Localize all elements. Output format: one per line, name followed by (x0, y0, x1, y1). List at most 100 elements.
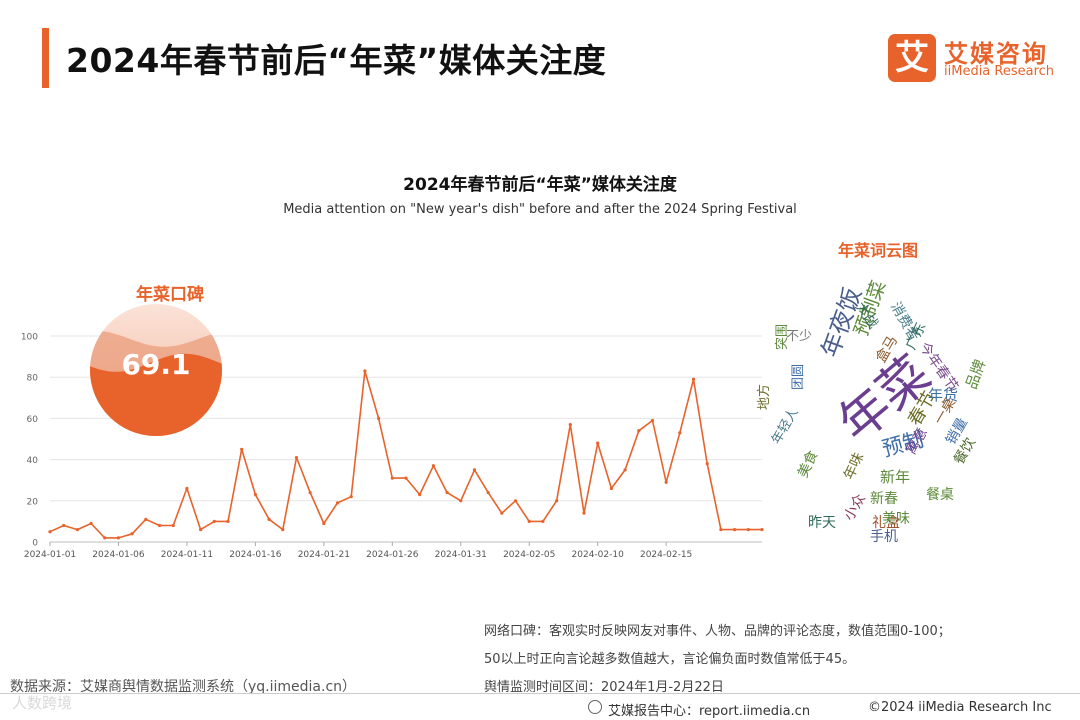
y-tick-label: 60 (27, 415, 39, 425)
word-cloud-word: 昨天 (808, 515, 836, 531)
data-point (363, 369, 367, 373)
iimedia-logo: 艾 艾媒咨询 iiMedia Research (888, 30, 1068, 84)
data-point (116, 536, 121, 540)
footer-copyright: ©2024 iiMedia Research Inc (868, 700, 1052, 715)
data-point (185, 486, 189, 491)
logo-english-name: iiMedia Research (944, 64, 1055, 79)
word-cloud-word: 新春 (870, 491, 898, 507)
data-point (527, 519, 531, 524)
page-title: 2024年春节前后“年菜”媒体关注度 (66, 41, 607, 80)
data-point (418, 493, 422, 497)
data-point (240, 447, 244, 451)
data-point (144, 517, 148, 521)
data-point (623, 468, 627, 472)
data-point (335, 501, 340, 505)
word-cloud-word: 美味 (882, 511, 910, 527)
word-cloud-word: 礼盒 (872, 515, 900, 531)
data-point (294, 455, 299, 460)
data-point (637, 429, 641, 433)
x-tick-label: 2024-02-10 (572, 550, 625, 560)
data-point (157, 523, 162, 528)
data-point (691, 377, 696, 381)
y-tick-label: 40 (27, 456, 39, 466)
logo-mark: 艾 (888, 34, 936, 82)
x-tick-label: 2024-02-05 (503, 550, 555, 560)
y-tick-label: 100 (21, 333, 38, 343)
data-point (267, 517, 271, 521)
data-point (746, 528, 750, 532)
data-point (664, 480, 668, 484)
y-tick-label: 0 (32, 539, 38, 549)
x-tick-label: 2024-02-15 (640, 550, 692, 560)
data-point (130, 532, 134, 536)
word-cloud-word: 突围 (775, 323, 790, 350)
chart-series (48, 369, 764, 540)
watermark: 人数跨境 (12, 694, 73, 712)
data-point (308, 490, 312, 495)
note-sentiment-scale: 50以上时正向言论越多数值越大，言论偏负面时数值常低于45。 (484, 652, 856, 667)
word-cloud-word: 团圆 (791, 363, 806, 390)
x-tick-label: 2024-01-16 (229, 550, 282, 560)
data-point (582, 511, 586, 515)
x-tick-label: 2024-01-01 (24, 550, 76, 560)
chart-title: 2024年春节前后“年菜”媒体关注度 (403, 175, 677, 195)
gauge-fill (90, 353, 222, 436)
data-point (650, 418, 655, 423)
word-cloud-word: 餐桌 (926, 487, 954, 503)
y-tick-label: 80 (27, 374, 39, 384)
chart-subtitle: Media attention on "New year's dish" bef… (283, 202, 797, 217)
data-point (226, 519, 230, 524)
data-point (103, 536, 107, 540)
data-point (733, 528, 737, 532)
data-point (513, 499, 518, 503)
x-tick-label: 2024-01-31 (435, 550, 487, 560)
title-accent-bar (42, 28, 49, 88)
data-point (760, 528, 764, 532)
word-cloud-word: 年货 (928, 386, 959, 404)
x-tick-label: 2024-01-11 (161, 550, 213, 560)
data-point (281, 528, 285, 532)
data-point (377, 416, 381, 420)
logo-chinese-name: 艾媒咨询 (944, 40, 1048, 68)
data-point (500, 511, 504, 515)
gauge-value: 69.1 (121, 348, 191, 381)
data-point (322, 521, 326, 526)
sentiment-gauge (90, 304, 222, 436)
data-point (75, 528, 79, 532)
data-point (568, 422, 572, 427)
data-point (459, 499, 463, 503)
report-center-icon (588, 700, 602, 714)
data-point (431, 464, 435, 468)
footer-report-center: 艾媒报告中心：report.iimedia.cn (608, 704, 811, 719)
x-tick-label: 2024-01-26 (366, 550, 419, 560)
data-point (555, 499, 559, 503)
y-tick-label: 20 (27, 497, 39, 507)
x-tick-label: 2024-01-06 (92, 550, 145, 560)
data-point (349, 495, 353, 499)
data-point (253, 493, 257, 497)
data-point (48, 530, 52, 534)
data-point (212, 519, 216, 524)
data-point (705, 462, 709, 466)
data-point (404, 476, 408, 480)
data-point (486, 490, 490, 495)
word-cloud-title: 年菜词云图 (837, 241, 918, 260)
word-cloud-word: 不少 (786, 329, 813, 344)
data-point (199, 528, 203, 532)
data-point (541, 519, 545, 524)
data-point (390, 476, 394, 480)
data-point (445, 490, 449, 495)
word-cloud-word: 新年 (880, 468, 911, 486)
data-point (62, 523, 66, 528)
data-point (609, 486, 613, 491)
footer-divider (0, 693, 1080, 694)
data-point (596, 441, 600, 445)
data-point (678, 431, 682, 435)
gauge-label: 年菜口碑 (136, 285, 204, 305)
x-tick-label: 2024-01-21 (298, 550, 350, 560)
chart-axes: 0 20 40 60 80 100 2024-01-01 2024-01-06 2024-01-… (21, 333, 692, 561)
data-point (472, 468, 477, 472)
note-monitoring-period: 舆情监测时间区间：2024年1月-2月22日 (484, 680, 724, 695)
data-source: 数据来源：艾媒商舆情数据监测系统（yq.iimedia.cn） (10, 679, 357, 695)
